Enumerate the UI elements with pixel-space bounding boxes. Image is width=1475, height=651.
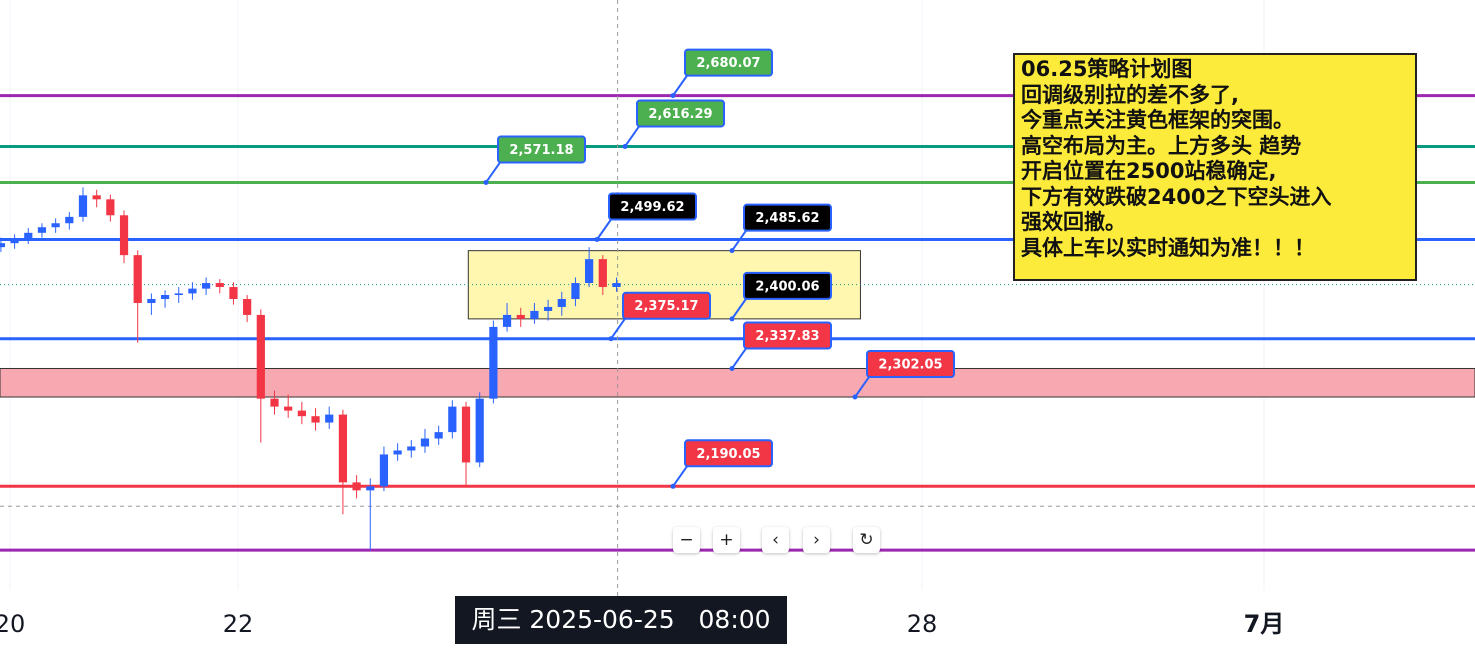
candle-body bbox=[133, 255, 142, 303]
candle-body bbox=[202, 283, 211, 289]
note-line: 开启位置在2500站稳确定, bbox=[1021, 159, 1277, 183]
toolbar-button[interactable]: › bbox=[803, 527, 830, 553]
callout-stem bbox=[610, 318, 626, 340]
callout-label: 2,337.83 bbox=[755, 329, 819, 344]
candle-body bbox=[516, 314, 525, 319]
candle-body bbox=[407, 446, 416, 451]
x-tick-label: 22 bbox=[223, 610, 254, 638]
candle-body bbox=[571, 283, 580, 299]
candle-body bbox=[106, 199, 115, 216]
candle-body bbox=[379, 454, 389, 487]
candle-body bbox=[243, 298, 252, 315]
callout-stem bbox=[672, 75, 688, 97]
callout-label: 2,485.62 bbox=[755, 211, 819, 226]
callout-box bbox=[636, 99, 725, 128]
candle-body bbox=[448, 406, 457, 433]
candle-body bbox=[297, 410, 306, 417]
candle-body bbox=[188, 288, 197, 294]
toolbar-button[interactable]: ‹ bbox=[762, 527, 789, 553]
callout-label: 2,190.05 bbox=[696, 447, 760, 462]
note-line: 强效回撤。 bbox=[1021, 210, 1126, 234]
x-tick-label: 7月 bbox=[1244, 610, 1285, 638]
callout-stem bbox=[731, 347, 747, 370]
callout-label: 2,571.18 bbox=[509, 143, 573, 158]
toolbar-button[interactable]: ↻ bbox=[853, 527, 880, 553]
callout-box bbox=[743, 321, 832, 350]
callout-box bbox=[684, 439, 773, 468]
candle-body bbox=[585, 259, 594, 284]
candle-body bbox=[147, 298, 156, 303]
candle-body bbox=[543, 306, 553, 311]
callout-box bbox=[608, 192, 697, 221]
note-line: 具体上车以实时通知为准！！！ bbox=[1021, 235, 1315, 260]
callout-box bbox=[622, 291, 711, 320]
candle-body bbox=[215, 283, 224, 288]
candle-body bbox=[24, 232, 33, 240]
candle-body bbox=[65, 216, 74, 224]
note-line: 回调级别拉的差不多了, bbox=[1021, 82, 1239, 107]
candle-body bbox=[0, 243, 6, 248]
note-line: 06.25策略计划图 bbox=[1021, 57, 1193, 81]
candle-body bbox=[284, 406, 293, 411]
note-line: 下方有效跌破2400之下空头进入 bbox=[1021, 184, 1332, 209]
callout-stem bbox=[672, 465, 688, 487]
note-line: 高空布局为主。上方多头 趋势 bbox=[1021, 133, 1302, 158]
callout-stem bbox=[854, 376, 870, 398]
callout-box bbox=[743, 203, 832, 232]
candle-body bbox=[78, 195, 88, 217]
zone bbox=[0, 367, 1475, 398]
candle-body bbox=[311, 416, 320, 423]
toolbar-button[interactable]: + bbox=[713, 527, 740, 553]
candle-body bbox=[502, 314, 512, 327]
callout-label: 2,616.29 bbox=[648, 107, 712, 122]
candle-body bbox=[352, 482, 361, 491]
callout-stem bbox=[731, 230, 747, 252]
candle-body bbox=[393, 450, 402, 455]
callout-stem bbox=[596, 218, 612, 241]
callout-box bbox=[743, 271, 832, 300]
candle-body bbox=[557, 298, 566, 307]
candle-body bbox=[51, 223, 60, 228]
callout-stem bbox=[624, 125, 640, 148]
candle-body bbox=[160, 295, 170, 299]
candle-body bbox=[489, 326, 498, 399]
callout-label: 2,680.07 bbox=[696, 56, 760, 71]
candle-body bbox=[434, 432, 443, 439]
callout-label: 2,375.17 bbox=[634, 299, 698, 314]
note-line: 今重点关注黄色框架的突围。 bbox=[1021, 108, 1294, 132]
callout-stem bbox=[485, 161, 501, 184]
candle-body bbox=[229, 287, 238, 299]
candle-body bbox=[270, 398, 279, 407]
candle-body bbox=[366, 486, 375, 491]
candle-body bbox=[10, 239, 19, 244]
candle-body bbox=[612, 283, 621, 288]
callout-box bbox=[497, 135, 586, 164]
candle-body bbox=[92, 195, 101, 200]
candle-body bbox=[119, 215, 129, 256]
crosshair-label: 周三 2025-06-25 08:00 bbox=[455, 596, 787, 644]
candle-body bbox=[461, 406, 471, 463]
candle-body bbox=[475, 398, 484, 463]
candle-body bbox=[598, 259, 607, 288]
candle-body bbox=[325, 414, 334, 423]
callout-stem bbox=[731, 298, 747, 320]
candle-body bbox=[420, 438, 430, 447]
strategy-note: 06.25策略计划图 回调级别拉的差不多了, 今重点关注黄色框架的突围。 高空布局为主… bbox=[1013, 53, 1417, 281]
candle-body bbox=[338, 414, 348, 483]
candle-body bbox=[174, 293, 183, 295]
callout-box bbox=[866, 350, 955, 379]
x-tick-label: 20 bbox=[0, 610, 25, 638]
callout-label: 2,400.06 bbox=[755, 279, 819, 294]
candle-body bbox=[37, 227, 47, 233]
toolbar-button[interactable]: − bbox=[673, 527, 700, 553]
callout-label: 2,499.62 bbox=[620, 200, 684, 215]
candle-body bbox=[530, 310, 539, 319]
candle-body bbox=[256, 314, 265, 399]
x-tick-label: 28 bbox=[907, 610, 938, 638]
callout-box bbox=[684, 48, 773, 77]
callout-label: 2,302.05 bbox=[878, 358, 942, 373]
